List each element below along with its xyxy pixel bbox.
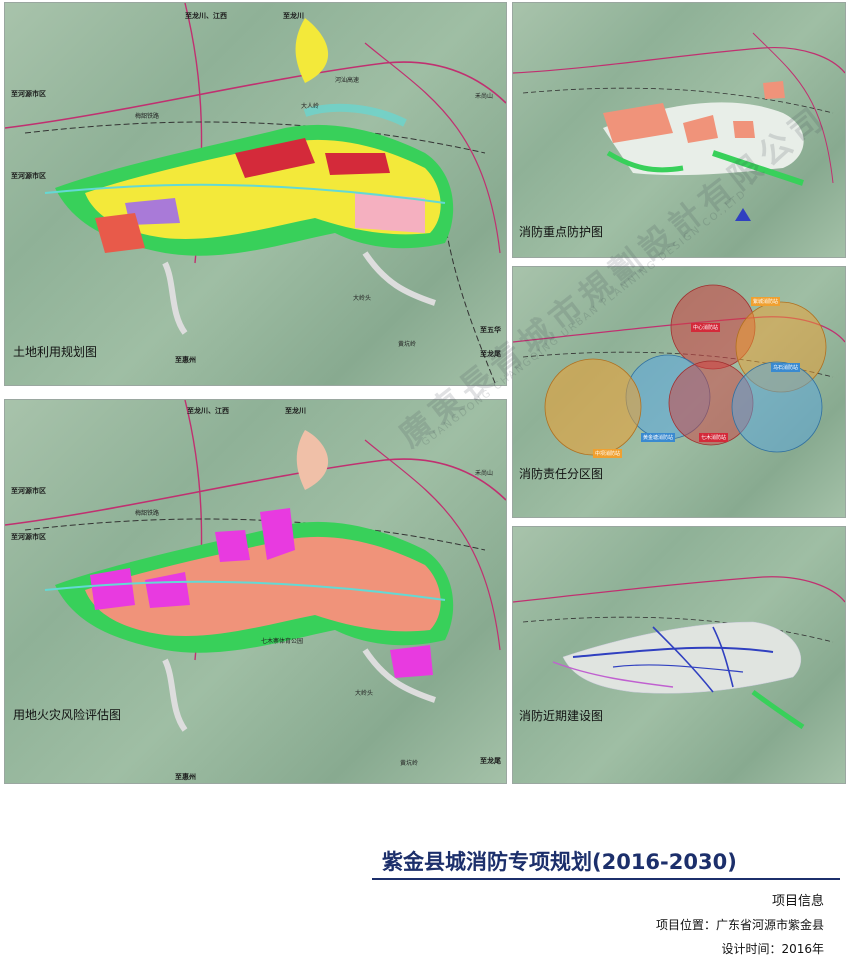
label-to-heyuan-city: 至河源市区: [11, 90, 46, 98]
panel-fire-risk: 至龙川、江西 至龙川 至河源市区 至河源市区 梅韶铁路 七木寨体育公园 禾尚山 …: [4, 399, 507, 784]
label-to-heyuan-city-2: 至河源市区: [11, 172, 46, 180]
station-center: 中心消防站: [691, 323, 721, 332]
panel-title-land-use: 土地利用规划图: [13, 345, 98, 359]
label-expressway: 河汕高速: [335, 77, 360, 84]
land-use-map: [5, 3, 506, 384]
fire-risk-map: [5, 400, 506, 732]
label-hexian-mountain: 禾尚山: [475, 93, 494, 100]
label-to-wuhua: 至五华: [480, 326, 501, 334]
label-daren-ridge: 大人岭: [301, 103, 320, 110]
label-dalingtou: 大岭头: [353, 295, 372, 302]
label-huangpo: 黄坑岭: [398, 341, 417, 348]
label-to-huizhou-2: 至惠州: [175, 773, 196, 781]
project-location: 项目位置：广东省河源市紫金县: [655, 918, 824, 932]
label-railway-2: 梅韶铁路: [135, 510, 160, 517]
label-to-huizhou: 至惠州: [175, 356, 196, 364]
label-to-longchuan-jiangxi: 至龙川、江西: [185, 12, 227, 20]
panel-responsibility: 中心消防站 紫城消防站 乌石消防站 黄金塘消防站 七木消防站 中坝消防站 消防责…: [512, 266, 846, 518]
panel-title-near-term: 消防近期建设图: [519, 709, 604, 723]
key-protection-map: [513, 32, 845, 221]
label-dalingtou-2: 大岭头: [355, 690, 374, 697]
label-to-longwei: 至龙尾: [480, 350, 501, 358]
label-to-longchuan: 至龙川: [283, 12, 304, 20]
design-time: 设计时间：2016年: [721, 942, 824, 956]
panel-key-protection: 消防重点防护图: [512, 2, 846, 258]
station-wushi: 乌石消防站: [771, 363, 801, 372]
panel-title-fire-risk: 用地火灾风险评估图: [13, 708, 122, 722]
station-zicheng: 紫城消防站: [751, 297, 781, 306]
label-to-longchuan-2: 至龙川: [285, 407, 306, 415]
panel-land-use: 至龙川、江西 至龙川 至河源市区 至河源市区 河汕高速 梅韶铁路 禾尚山 大人岭…: [4, 2, 507, 386]
panel-title-key-protection: 消防重点防护图: [519, 225, 604, 239]
responsibility-map: [513, 284, 845, 456]
label-railway: 梅韶铁路: [135, 113, 160, 120]
panel-near-term: 消防近期建设图: [512, 526, 846, 784]
station-huangjintang: 黄金塘消防站: [641, 433, 676, 442]
title-divider: [372, 878, 840, 880]
near-term-map: [513, 576, 845, 730]
panel-title-responsibility: 消防责任分区图: [519, 467, 604, 481]
label-hexian-mountain-2: 禾尚山: [475, 470, 494, 477]
station-zhongba: 中坝消防站: [593, 449, 623, 458]
station-qimu: 七木消防站: [699, 433, 729, 442]
label-huangpo-2: 黄坑岭: [400, 760, 419, 767]
project-title: 紫金县城消防专项规划(2016-2030): [382, 850, 737, 874]
label-to-heyuan-city-4: 至河源市区: [11, 533, 46, 541]
info-heading: 项目信息: [771, 894, 824, 909]
label-qimu-park: 七木寨体育公园: [261, 638, 304, 645]
label-to-heyuan-city-3: 至河源市区: [11, 487, 46, 495]
label-to-longwei-2: 至龙尾: [480, 757, 501, 765]
label-to-longchuan-jiangxi-2: 至龙川、江西: [187, 407, 229, 415]
